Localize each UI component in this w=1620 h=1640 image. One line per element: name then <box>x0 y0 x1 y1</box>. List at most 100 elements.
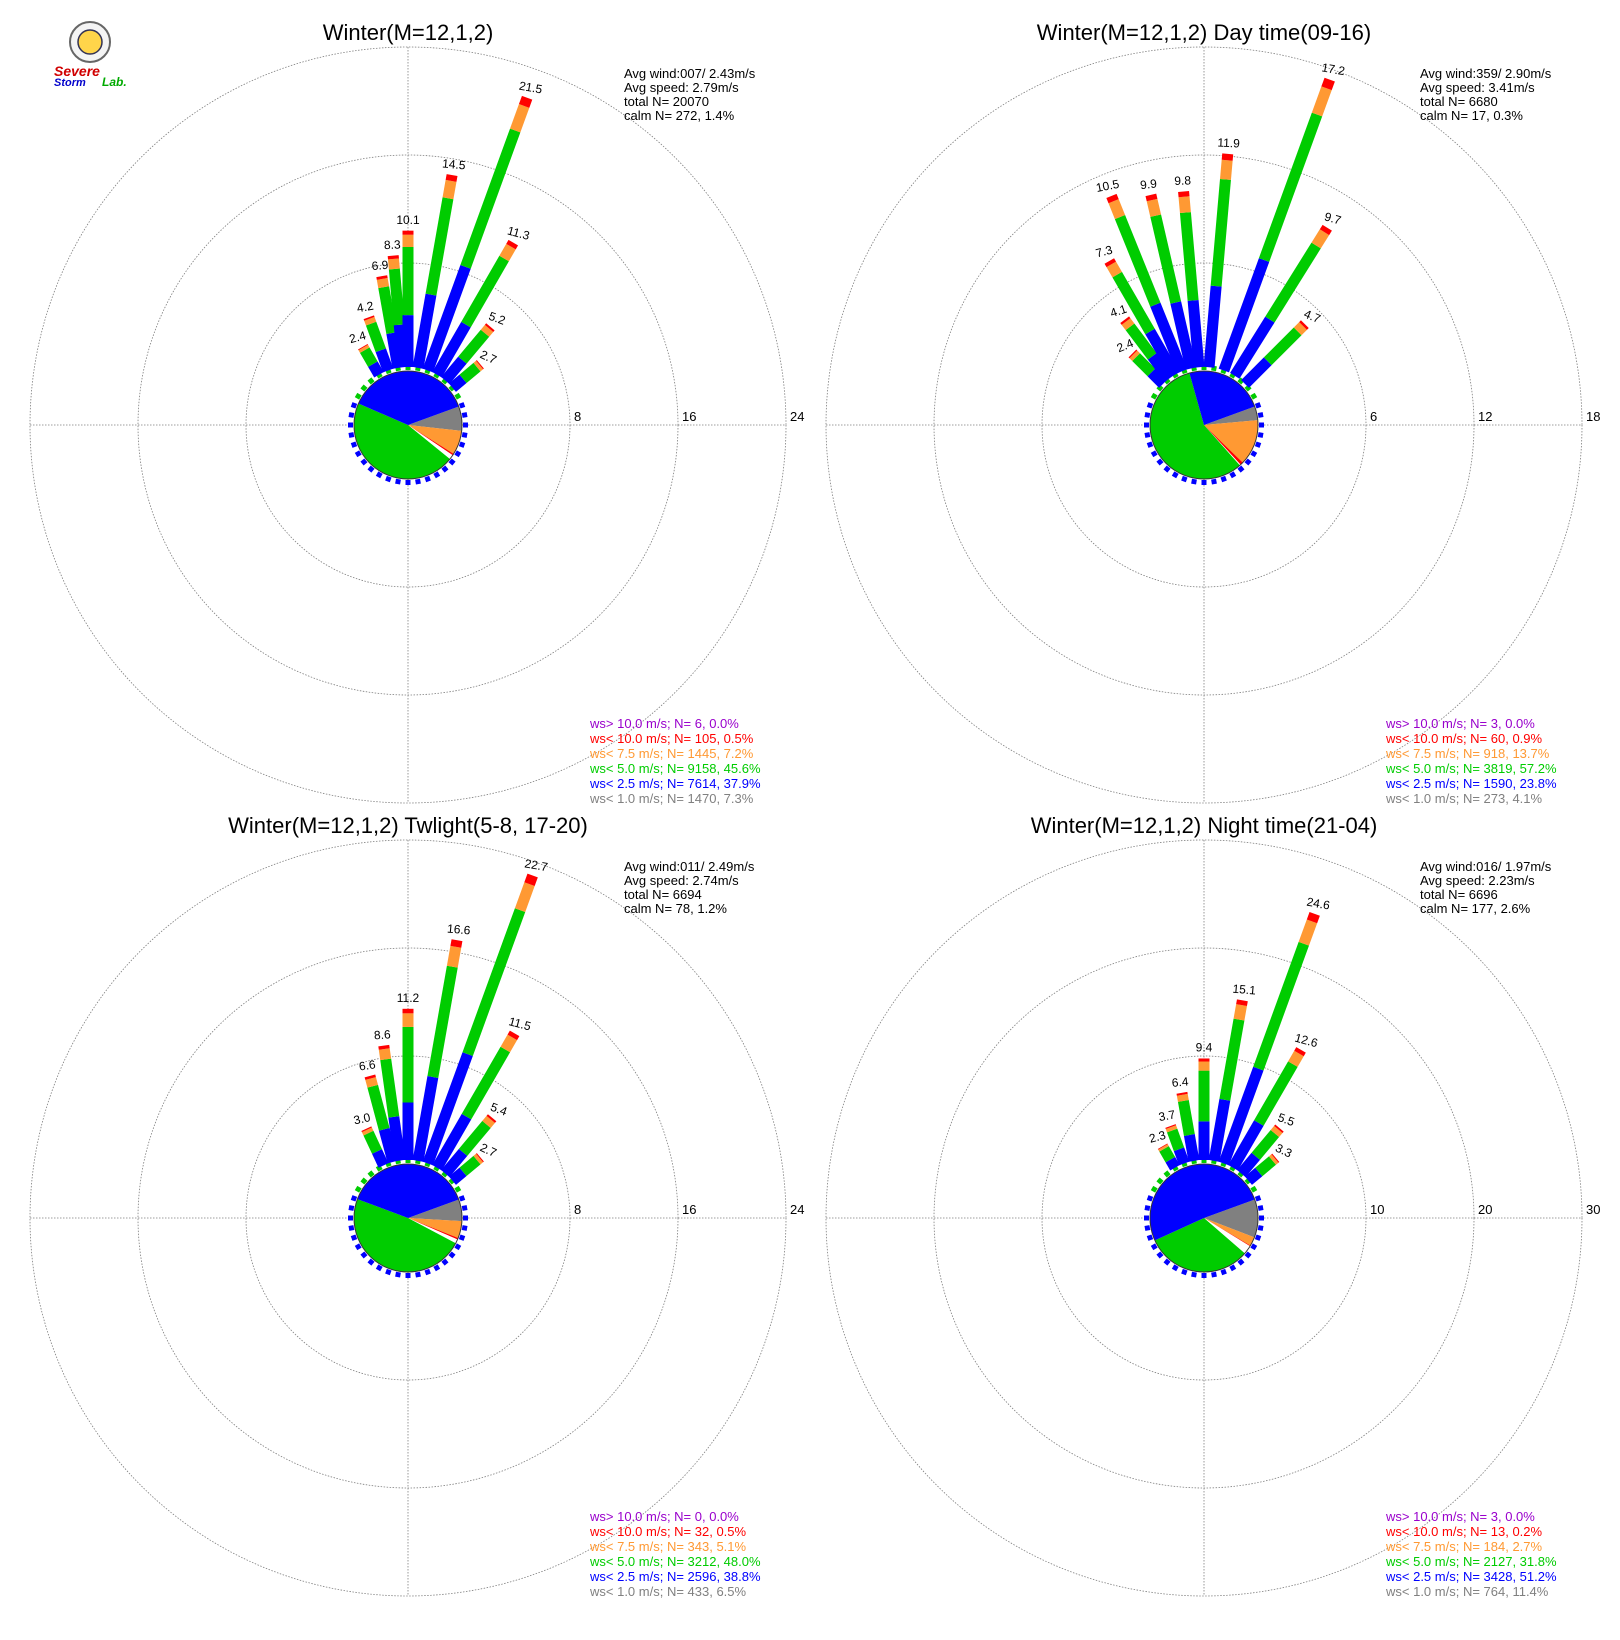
bar-label: 2.4 <box>348 328 368 346</box>
bar-segment-lt75 <box>1311 229 1330 249</box>
direction-tick <box>367 1170 375 1178</box>
direction-tick <box>448 1251 456 1259</box>
bar-segment-lt50 <box>388 268 405 326</box>
windrose-panel-4: Winter(M=12,1,2) Night time(21-04) 10 20 30… <box>825 813 1600 1599</box>
bar-segment-lt25 <box>422 264 471 373</box>
bar-segment-lt75 <box>499 243 516 262</box>
direction-tick <box>1254 441 1262 448</box>
bar-segment-lt75 <box>473 1153 484 1165</box>
bar-label: 6.6 <box>358 1057 377 1073</box>
legend-gt10: ws> 10.0 m/s; N= 6, 0.0% <box>589 716 739 731</box>
bar-dir-20: 21.5 <box>422 79 544 373</box>
bar-segment-lt25 <box>1147 352 1174 382</box>
bar-segment-lt10 <box>1128 349 1138 359</box>
bar-dir-10: 14.5 <box>412 156 466 369</box>
bar-segment-lt25 <box>1170 301 1197 370</box>
direction-tick <box>1250 1243 1258 1251</box>
info-line: Avg wind:359/ 2.90m/s <box>1420 66 1552 81</box>
bar-label: 8.6 <box>374 1027 392 1042</box>
direction-tick <box>367 377 375 385</box>
direction-tick <box>1257 412 1264 418</box>
bar-segment-lt75 <box>442 179 457 200</box>
bar-segment-lt25 <box>1230 316 1275 379</box>
direction-tick <box>1250 392 1258 400</box>
info-line: Avg speed: 2.23m/s <box>1420 873 1535 888</box>
direction-tick <box>1171 1264 1179 1272</box>
bar-segment-lt75 <box>1268 1154 1279 1165</box>
bar-segment-lt25 <box>1244 1167 1263 1185</box>
legend-gt10: ws> 10.0 m/s; N= 3, 0.0% <box>1385 1509 1535 1524</box>
info-line: Avg speed: 2.79m/s <box>624 80 739 95</box>
center-pie <box>353 1163 463 1273</box>
bar-segment-lt25 <box>371 1149 389 1168</box>
direction-tick <box>1220 1268 1227 1276</box>
direction-tick <box>350 1234 358 1241</box>
direction-tick <box>1220 475 1227 483</box>
bar-dir-340: 3.7 <box>1157 1107 1190 1166</box>
info-line: total N= 20070 <box>624 94 709 109</box>
ring-label: 24 <box>790 1202 804 1217</box>
direction-tick <box>1254 402 1262 409</box>
bar-segment-lt10 <box>363 315 375 321</box>
bar-segment-lt25 <box>1241 357 1272 388</box>
bar-dir-20: 24.6 <box>1218 895 1331 1166</box>
direction-tick <box>1257 432 1264 438</box>
direction-tick <box>433 1264 441 1272</box>
direction-tick <box>354 392 362 400</box>
bar-segment-lt10 <box>475 360 484 370</box>
direction-tick <box>1257 1225 1264 1231</box>
bar-segment-lt75 <box>358 344 370 353</box>
bar-dir-315: 2.4 <box>1115 336 1167 388</box>
direction-tick <box>1146 1195 1154 1202</box>
bar-dir-0: 9.4 <box>1196 1041 1213 1160</box>
chart-title: Winter(M=12,1,2) Twlight(5-8, 17-20) <box>228 813 588 838</box>
legend-lt10: ws< 10.0 m/s; N= 13, 0.2% <box>1385 1524 1543 1539</box>
pie-slice-lt25 <box>1189 371 1255 425</box>
pie-outline <box>1149 370 1259 480</box>
bar-segment-lt50 <box>1166 1128 1185 1152</box>
bar-label: 9.9 <box>1139 176 1157 192</box>
direction-tick <box>385 475 392 483</box>
bar-segment-lt10 <box>524 873 538 887</box>
direction-tick <box>1191 1271 1197 1278</box>
pie-slice-lt75 <box>1204 420 1258 463</box>
bar-segment-lt50 <box>1251 1129 1280 1160</box>
ring-30 <box>825 839 1583 1597</box>
direction-tick <box>375 471 383 479</box>
legend-lt10: ws< 10.0 m/s; N= 60, 0.9% <box>1385 731 1543 746</box>
bar-segment-lt50 <box>427 965 458 1078</box>
bar-dir-330: 2.4 <box>348 328 384 378</box>
direction-tick <box>348 412 355 418</box>
info-line: calm N= 17, 0.3% <box>1420 108 1523 123</box>
info-line: calm N= 272, 1.4% <box>624 108 735 123</box>
bar-segment-lt75 <box>1233 1004 1247 1021</box>
ring-label: 16 <box>682 1202 696 1217</box>
center-pie <box>1149 1163 1259 1273</box>
direction-tick <box>385 1268 392 1276</box>
info-line: calm N= 78, 1.2% <box>624 901 727 916</box>
direction-tick <box>454 392 462 400</box>
bar-segment-lt10 <box>1120 316 1131 325</box>
bar-segment-lt10 <box>1319 224 1332 236</box>
ring-label: 18 <box>1586 409 1600 424</box>
bar-segment-lt50 <box>1258 112 1323 262</box>
direction-tick <box>395 1271 401 1278</box>
bar-segment-lt10 <box>507 1030 520 1041</box>
direction-tick <box>458 441 466 448</box>
bar-segment-lt25 <box>1187 299 1205 368</box>
chart-title: Winter(M=12,1,2) <box>323 20 494 45</box>
bar-label: 12.6 <box>1293 1031 1319 1051</box>
pie-slice-lt10ms <box>1204 1199 1258 1238</box>
direction-tick <box>461 432 468 438</box>
pie-slice-calm <box>408 1218 458 1244</box>
logo-text-storm: Storm <box>54 77 86 89</box>
legend-lt50: ws< 5.0 m/s; N= 3212, 48.0% <box>589 1554 761 1569</box>
bar-dir-10: 15.1 <box>1208 982 1257 1162</box>
direction-tick <box>433 471 441 479</box>
direction-tick <box>1237 465 1245 473</box>
bar-segment-lt75 <box>1298 919 1318 946</box>
bar-segment-lt10 <box>1106 193 1119 204</box>
bar-segment-lt50 <box>1179 212 1199 301</box>
bar-segment-lt75 <box>514 882 535 912</box>
bar-segment-lt50 <box>461 255 509 328</box>
